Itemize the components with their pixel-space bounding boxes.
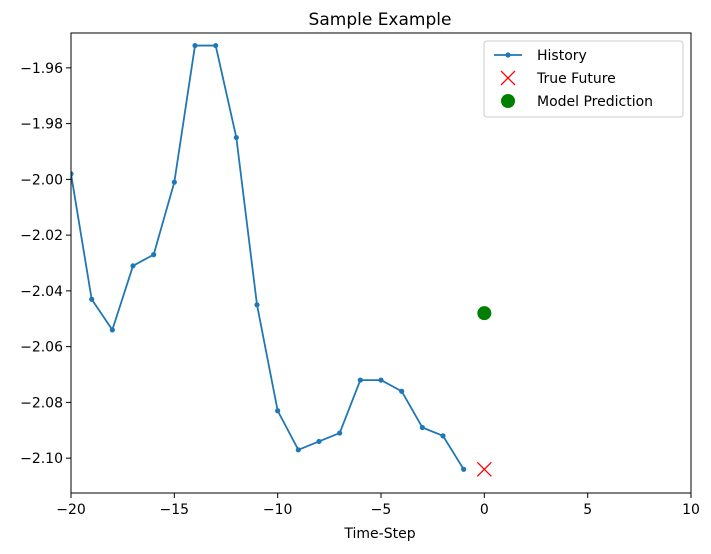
model-prediction-marker: [477, 306, 491, 320]
history-point: [234, 135, 239, 140]
y-tick-label: −2.04: [20, 284, 63, 300]
legend-model-prediction-label: Model Prediction: [537, 94, 653, 110]
legend: History True Future Model Prediction: [484, 41, 683, 117]
x-tick-label: 5: [583, 502, 592, 518]
history-point: [275, 408, 280, 413]
history-point: [172, 180, 177, 185]
history-point: [151, 252, 156, 257]
y-tick-label: −1.98: [20, 117, 63, 133]
history-point: [337, 430, 342, 435]
history-point: [89, 297, 94, 302]
y-tick-label: −1.96: [20, 61, 63, 77]
history-point: [130, 263, 135, 268]
x-axis-label: Time-Step: [343, 526, 415, 542]
history-point: [192, 43, 197, 48]
chart-title: Sample Example: [309, 10, 452, 30]
history-point: [316, 439, 321, 444]
y-axis: −1.96 −1.98 −2.00 −2.02 −2.04 −2.06 −2.08 −2.10: [20, 61, 71, 467]
history-point: [378, 377, 383, 382]
history-point: [399, 389, 404, 394]
y-tick-label: −2.10: [20, 451, 63, 467]
legend-history-marker: [505, 52, 510, 57]
history-point: [420, 425, 425, 430]
history-point: [440, 433, 445, 438]
y-tick-label: −2.02: [20, 228, 63, 244]
history-point: [461, 467, 466, 472]
x-tick-label: −20: [56, 502, 86, 518]
legend-history-label: History: [537, 48, 587, 64]
legend-true-future-label: True Future: [536, 71, 616, 87]
x-tick-label: −5: [371, 502, 392, 518]
x-axis: −20 −15 −10 −5 0 5 10: [56, 493, 700, 518]
legend-model-prediction-marker: [501, 94, 515, 108]
x-tick-label: −10: [263, 502, 293, 518]
x-tick-label: −15: [160, 502, 190, 518]
x-tick-label: 10: [682, 502, 700, 518]
y-tick-label: −2.00: [20, 172, 63, 188]
history-point: [358, 377, 363, 382]
x-tick-label: 0: [480, 502, 489, 518]
y-tick-label: −2.06: [20, 340, 63, 356]
history-point: [110, 327, 115, 332]
history-point: [296, 447, 301, 452]
history-point: [213, 43, 218, 48]
y-tick-label: −2.08: [20, 395, 63, 411]
history-point: [254, 302, 259, 307]
